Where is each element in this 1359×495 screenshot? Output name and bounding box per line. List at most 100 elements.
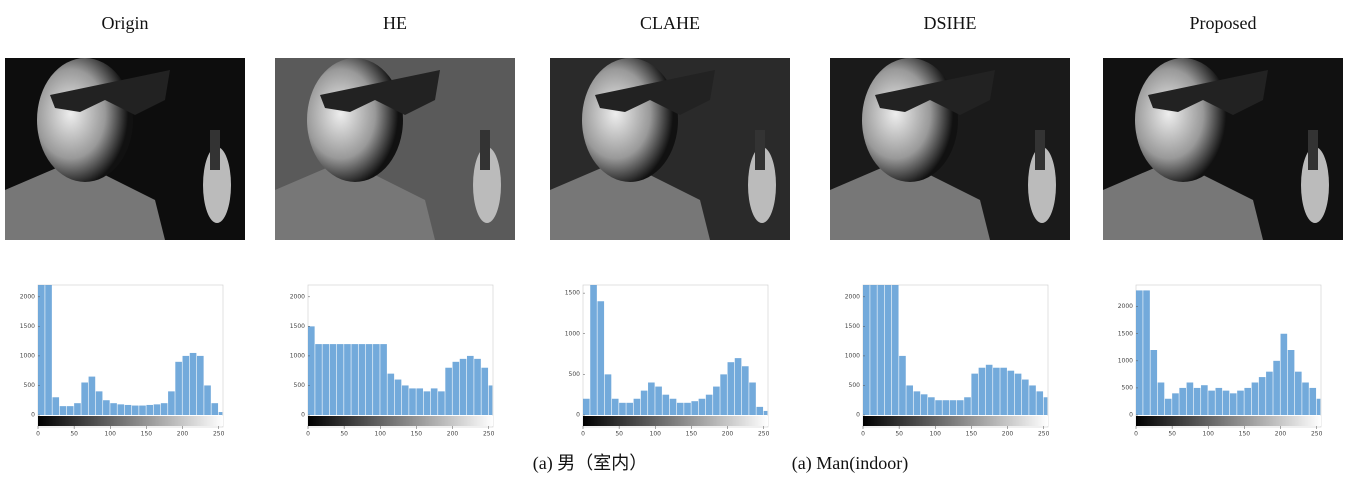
histogram-bar bbox=[38, 285, 45, 415]
histogram-bar bbox=[430, 388, 438, 415]
histogram-bar bbox=[146, 404, 154, 415]
histogram-bar bbox=[1029, 385, 1036, 415]
histogram-bar bbox=[1157, 382, 1165, 415]
shoulder bbox=[550, 160, 710, 240]
shoulder bbox=[830, 160, 990, 240]
histogram-bar bbox=[993, 367, 1000, 415]
column-title: CLAHE bbox=[640, 13, 700, 33]
histogram-bar bbox=[978, 367, 986, 415]
histogram-bar bbox=[1201, 385, 1208, 415]
histogram-bar bbox=[66, 406, 74, 415]
histogram-bar bbox=[1258, 377, 1266, 415]
histogram-bar bbox=[81, 382, 88, 415]
histogram-bar bbox=[1164, 398, 1172, 415]
histogram-bar bbox=[139, 405, 146, 415]
histogram-bar bbox=[153, 404, 161, 415]
thermal-image bbox=[1103, 58, 1343, 240]
x-tick-label: 250 bbox=[1311, 431, 1323, 438]
x-tick-label: 50 bbox=[70, 431, 78, 438]
x-tick-label: 200 bbox=[1002, 431, 1014, 438]
glasses bbox=[1148, 70, 1268, 115]
x-tick-label: 100 bbox=[1203, 431, 1215, 438]
histogram-bar bbox=[416, 388, 424, 415]
head bbox=[37, 58, 133, 182]
histogram-bar bbox=[1136, 290, 1143, 415]
histogram-bar bbox=[611, 398, 619, 415]
y-tick-label: 1000 bbox=[845, 352, 860, 359]
histogram-bar bbox=[1222, 390, 1230, 415]
x-tick-label: 0 bbox=[306, 431, 310, 438]
histogram-bar bbox=[619, 402, 626, 415]
histogram-bar bbox=[182, 355, 190, 415]
x-tick-label: 250 bbox=[483, 431, 495, 438]
histogram-bar bbox=[322, 344, 330, 415]
x-tick-label: 250 bbox=[1038, 431, 1050, 438]
x-tick-label: 0 bbox=[1134, 431, 1138, 438]
histogram-bar bbox=[1179, 387, 1186, 415]
thermal-image bbox=[5, 58, 245, 240]
histogram-bar bbox=[590, 285, 597, 415]
caption-english: (a) Man(indoor) bbox=[792, 453, 908, 474]
histogram-bar bbox=[705, 394, 713, 415]
thermal-image bbox=[550, 58, 790, 240]
histogram-bar bbox=[749, 382, 756, 415]
x-tick-label: 50 bbox=[895, 431, 903, 438]
histogram-bar bbox=[358, 344, 366, 415]
histogram-bar bbox=[684, 402, 691, 415]
histogram-bar bbox=[985, 364, 993, 415]
histogram-bar bbox=[423, 391, 431, 415]
y-tick-label: 1500 bbox=[565, 290, 580, 297]
x-tick-label: 100 bbox=[650, 431, 662, 438]
y-tick-label: 1000 bbox=[290, 352, 305, 359]
y-tick-label: 1500 bbox=[290, 323, 305, 330]
x-tick-label: 50 bbox=[615, 431, 623, 438]
histogram-bar bbox=[380, 344, 387, 415]
column-title: Proposed bbox=[1190, 13, 1257, 33]
histogram-bar bbox=[103, 400, 110, 415]
histogram-bar bbox=[1007, 370, 1015, 415]
histogram-bar bbox=[1266, 371, 1273, 415]
histogram-bar bbox=[1309, 387, 1317, 415]
histogram-bar bbox=[459, 358, 467, 415]
column-title: HE bbox=[383, 13, 407, 33]
histogram-bar bbox=[474, 358, 481, 415]
y-tick-label: 2000 bbox=[1118, 303, 1133, 310]
histogram-bar bbox=[942, 400, 950, 415]
histogram-bar bbox=[1193, 387, 1201, 415]
histogram-bar bbox=[626, 402, 633, 415]
colorbar bbox=[38, 416, 223, 426]
phone bbox=[1308, 130, 1318, 170]
histogram-bar bbox=[336, 344, 344, 415]
histogram-bar bbox=[344, 344, 351, 415]
y-tick-label: 1500 bbox=[845, 323, 860, 330]
histogram-bar bbox=[45, 285, 52, 415]
histogram-bar bbox=[1172, 393, 1179, 415]
histogram-bar bbox=[1251, 382, 1259, 415]
y-tick-label: 0 bbox=[31, 412, 35, 419]
histogram-bar bbox=[597, 301, 605, 415]
histogram-bar bbox=[351, 344, 358, 415]
histogram-bar bbox=[1302, 382, 1309, 415]
y-tick-label: 0 bbox=[576, 412, 580, 419]
histogram-bar bbox=[1000, 367, 1007, 415]
head bbox=[862, 58, 958, 182]
histogram-bar bbox=[891, 285, 899, 415]
histogram-bar bbox=[870, 285, 877, 415]
y-tick-label: 2000 bbox=[20, 293, 35, 300]
x-tick-label: 250 bbox=[758, 431, 770, 438]
histogram-bar bbox=[308, 326, 315, 415]
histogram-bar bbox=[884, 285, 892, 415]
y-tick-label: 500 bbox=[849, 382, 861, 389]
x-tick-label: 200 bbox=[177, 431, 189, 438]
x-tick-label: 150 bbox=[966, 431, 978, 438]
histogram-bar bbox=[1021, 379, 1029, 415]
x-tick-label: 150 bbox=[1239, 431, 1251, 438]
histogram-bar bbox=[88, 376, 96, 415]
histogram-bar bbox=[74, 403, 81, 415]
histogram-bar bbox=[877, 285, 885, 415]
histogram-bar bbox=[373, 344, 380, 415]
histogram-bar bbox=[365, 344, 373, 415]
histogram-bar bbox=[117, 404, 125, 415]
histogram-bar bbox=[1280, 333, 1288, 415]
